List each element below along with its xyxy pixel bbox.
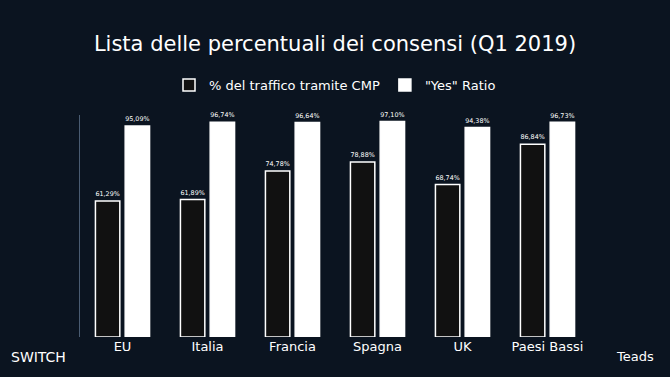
svg-text:SWITCH: SWITCH [11,349,66,365]
svg-text:68,74%: 68,74% [435,174,459,182]
svg-text:96,73%: 96,73% [550,112,574,120]
svg-text:86,84%: 86,84% [520,133,544,141]
svg-text:Paesi Bassi: Paesi Bassi [512,339,584,354]
svg-text:% del traffico tramite CMP: % del traffico tramite CMP [209,78,380,93]
svg-text:"Yes" Ratio: "Yes" Ratio [425,78,495,93]
svg-text:61,29%: 61,29% [95,190,119,198]
svg-text:61,89%: 61,89% [180,189,204,197]
svg-text:96,64%: 96,64% [295,112,319,120]
svg-text:UK: UK [453,339,472,354]
svg-text:97,10%: 97,10% [380,111,404,119]
svg-text:Italia: Italia [191,339,223,354]
svg-text:95,09%: 95,09% [125,115,149,123]
svg-text:Spagna: Spagna [353,339,402,354]
svg-text:Lista delle percentuali dei co: Lista delle percentuali dei consensi (Q1… [94,32,576,56]
svg-text:94,38%: 94,38% [465,117,489,125]
svg-text:78,88%: 78,88% [350,151,374,159]
svg-text:74,78%: 74,78% [265,160,289,168]
svg-text:Teads: Teads [616,349,654,364]
svg-text:96,74%: 96,74% [210,111,234,119]
svg-text:Francia: Francia [269,339,316,354]
svg-text:EU: EU [114,339,132,354]
